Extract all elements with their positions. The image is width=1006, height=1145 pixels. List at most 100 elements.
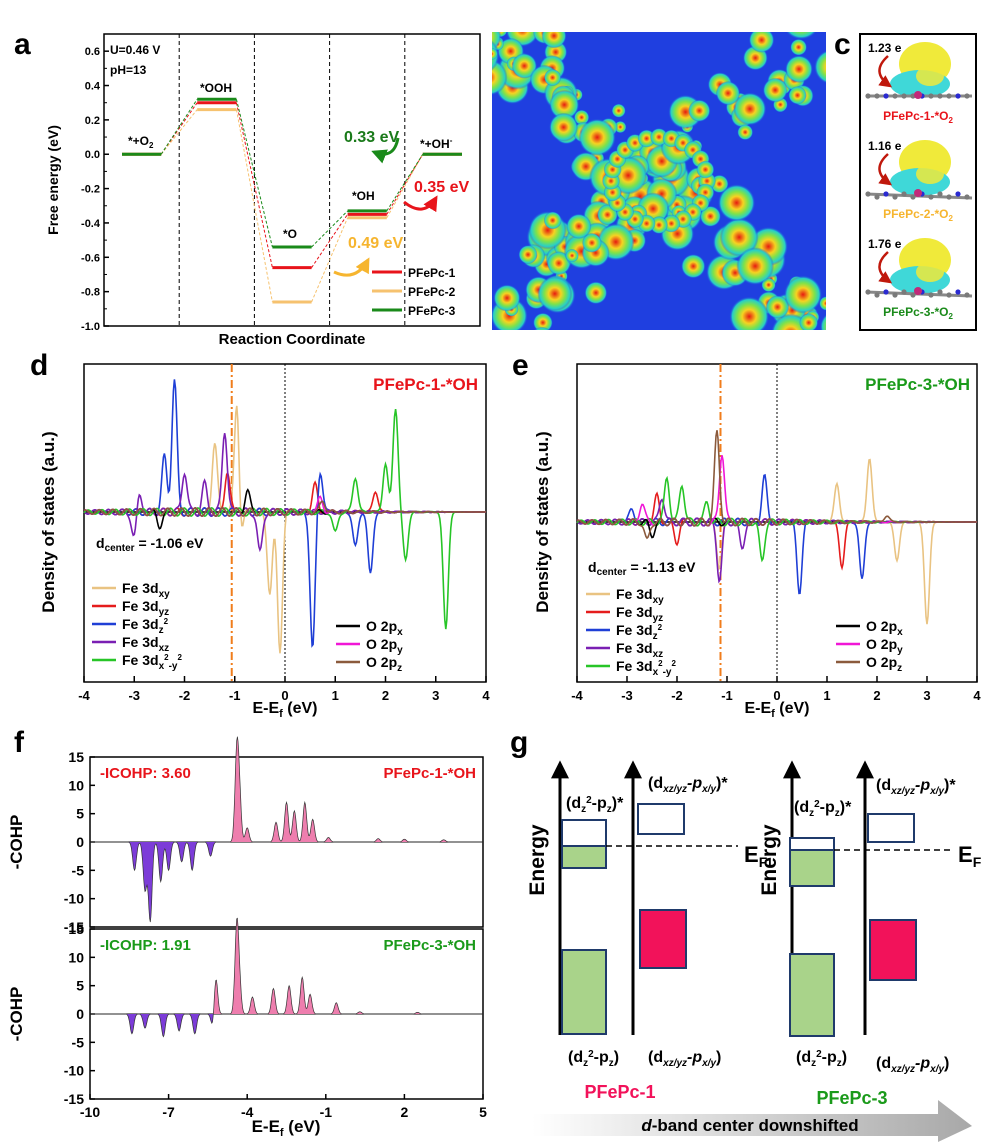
label-dz2-pz-bonding-3: (dz2-pz) — [796, 1049, 847, 1069]
f-xtick-label: 5 — [479, 1104, 487, 1120]
density-blob — [688, 99, 711, 122]
density-blob — [814, 50, 826, 84]
density-blob — [544, 69, 562, 87]
annotation-u: U=0.46 V — [110, 43, 160, 57]
xtick-label: -2 — [671, 688, 683, 703]
adsorption-structure-2: 1.16 e PFePc-2-*O2 — [865, 139, 973, 223]
state-label-2: *OOH — [200, 81, 232, 95]
panel-e-title: PFePc-3-*OH — [865, 375, 970, 394]
label-dz2-pz-antibonding-1: (dz2-pz)* — [566, 795, 624, 815]
framework-atom — [865, 191, 871, 197]
panel-a: a -1.0 -0.8 -0.6 -0.4 -0.2 0.0 0.2 0.4 0.6 U=0.4… — [14, 28, 481, 348]
panel-e-plot: -4 -3 -2 -1 0 1 2 3 4 — [571, 364, 981, 703]
iso-yellow-inner — [916, 66, 944, 86]
framework-atom — [955, 93, 961, 99]
density-blob — [719, 217, 759, 257]
legend-label-fe: Fe 3dyz — [122, 598, 169, 618]
xtick-label: 1 — [823, 688, 830, 703]
xtick-label: 0 — [281, 688, 288, 703]
label-dxz-px-antibonding-1: (dxz/yz-px/y)* — [648, 775, 728, 795]
xtick-label: 2 — [873, 688, 880, 703]
f-xtick-label: -7 — [162, 1104, 175, 1120]
structure-label: PFePc-1-*O2 — [883, 109, 953, 125]
panel-a-frame — [103, 33, 481, 327]
fe-atom — [914, 91, 922, 99]
a-connector-pfepc-1 — [311, 214, 349, 268]
density-blob — [537, 276, 573, 312]
density-blob — [584, 281, 608, 305]
framework-atom — [928, 194, 934, 200]
panel-d-plot: -4 -3 -2 -1 0 1 2 3 4 — [78, 364, 490, 703]
density-blob — [785, 32, 817, 40]
density-blob — [729, 296, 770, 330]
framework-atom — [874, 194, 880, 200]
f-xtick-label: -4 — [241, 1104, 254, 1120]
panel-f-top-icohp: -ICOHP: 3.60 — [100, 765, 191, 782]
a-ytick-label: 0.2 — [85, 115, 100, 127]
annotation-ph: pH=13 — [110, 63, 147, 77]
framework-atom — [883, 93, 889, 99]
a-connector-pfepc-3 — [160, 98, 198, 155]
f-xtick-label: 2 — [401, 1104, 409, 1120]
a-connector-pfepc-3 — [386, 153, 424, 212]
system-label-pfepc1: PFePc-1 — [584, 1082, 655, 1102]
fe-atom — [914, 189, 922, 197]
legend-label-fe: Fe 3dz2 — [616, 622, 663, 642]
f-xtick-label: -10 — [80, 1104, 100, 1120]
density-blob — [836, 321, 861, 346]
framework-atom — [901, 93, 907, 99]
a-connector-pfepc-1 — [386, 153, 424, 215]
a-ytick-label: -0.8 — [81, 287, 100, 299]
label-dxz-px-bonding-3: (dxz/yz-px/y) — [876, 1055, 949, 1075]
framework-atom — [892, 93, 898, 99]
density-blob — [543, 211, 562, 230]
legend-label-o: O 2py — [866, 636, 903, 656]
density-ring-blob — [696, 160, 715, 179]
density-blob — [541, 32, 567, 49]
density-blob — [799, 313, 819, 330]
panel-f-bottom-title: PFePc-3-*OH — [383, 937, 476, 954]
legend-label-fe: Fe 3dxy — [616, 586, 664, 606]
f-ytick-label: 5 — [76, 806, 84, 822]
dband-shift-label: d-band center downshifted — [641, 1116, 858, 1135]
legend-label-fe: Fe 3dx2-y2 — [122, 652, 183, 672]
density-blob — [717, 184, 756, 222]
panel-a-xlabel: Reaction Coordinate — [219, 331, 366, 348]
framework-atom — [946, 194, 952, 200]
density-blob — [582, 232, 602, 253]
bonding-dxz-px-1 — [639, 909, 687, 969]
f-xtick-label: -1 — [320, 1104, 333, 1120]
bonding-dz2-pz-3 — [789, 953, 835, 1037]
adsorption-structure-1: 1.23 e PFePc-1-*O2 — [865, 41, 972, 125]
bonding-dz2-pz-1 — [561, 949, 607, 1035]
bonding-dxz-px-3 — [869, 919, 917, 981]
dos-curve-o-2pz — [83, 500, 487, 517]
antibonding-dz2-pz-filled-3 — [789, 849, 835, 887]
xtick-label: 2 — [382, 688, 389, 703]
density-blob — [765, 295, 790, 319]
panel-d-ylabel: Density of states (a.u.) — [39, 431, 58, 612]
panel-f-top-title: PFePc-1-*OH — [383, 765, 476, 782]
cohp-curve — [90, 736, 483, 923]
xtick-label: -3 — [128, 688, 140, 703]
framework-atom — [946, 292, 952, 298]
density-blob — [681, 254, 706, 279]
a-ytick-label: -0.6 — [81, 252, 100, 264]
a-connector-pfepc-3 — [235, 99, 273, 248]
cohp-bonding-area — [90, 736, 483, 842]
a-connector-pfepc-1 — [235, 102, 273, 268]
framework-atom — [910, 292, 916, 298]
density-blob — [820, 314, 826, 330]
energy-label-right: Energy — [758, 824, 781, 896]
structure-label: PFePc-2-*O2 — [883, 207, 953, 223]
xtick-label: 3 — [432, 688, 439, 703]
f-ytick-label: 0 — [76, 1006, 84, 1022]
iso-yellow-inner — [916, 262, 944, 282]
density-blob — [518, 245, 538, 265]
legend-label-fe: Fe 3dxz — [616, 640, 663, 660]
framework-atom — [937, 93, 943, 99]
a-ytick-label: -0.4 — [81, 218, 101, 230]
density-blob — [785, 55, 813, 83]
